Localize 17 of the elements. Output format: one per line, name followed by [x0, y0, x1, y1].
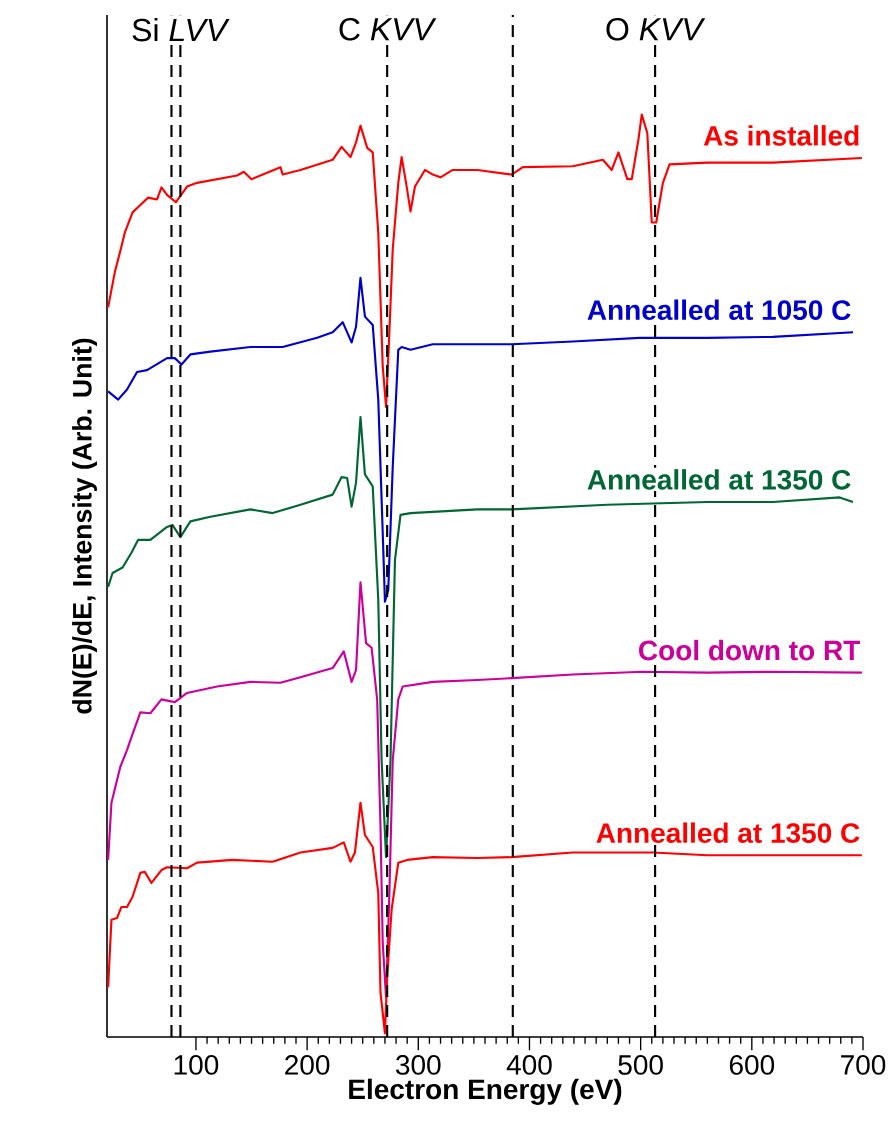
y-axis-title: dN(E)/dE, Intensity (Arb. Unit) [72, 338, 97, 714]
x-tick-label: 600 [729, 1055, 775, 1075]
series-label: Annealled at 1350 C [596, 822, 860, 844]
series-label: Annealled at 1050 C [587, 299, 851, 321]
series-label: Annealled at 1350 C [587, 469, 851, 490]
series-label: As installed [703, 125, 859, 146]
x-tick-label: 700 [841, 1055, 886, 1075]
ref-line-label: O KVV [606, 17, 706, 41]
x-tick-label: 400 [506, 1055, 552, 1075]
series-label: Cool down to RT [639, 639, 861, 661]
x-tick-label: 200 [285, 1055, 330, 1075]
ref-line-label: C KVV [339, 17, 437, 41]
x-axis-title: Electron Energy (eV) [349, 1078, 622, 1105]
x-tick-label: 100 [174, 1055, 219, 1075]
x-tick-label: 500 [618, 1055, 663, 1075]
ref-line-label: Si LVV [132, 17, 230, 42]
x-tick-label: 300 [396, 1055, 441, 1075]
